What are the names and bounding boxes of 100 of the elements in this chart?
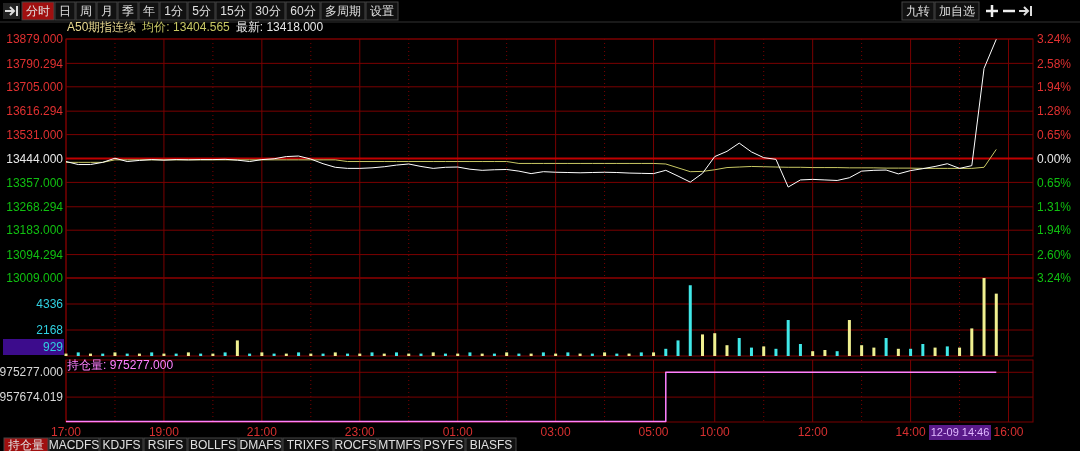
bar: [762, 346, 766, 356]
bar: [945, 346, 949, 356]
text: 15分: [220, 4, 246, 19]
bar: [872, 347, 876, 356]
text: RSIFS: [147, 438, 184, 451]
bar: [970, 328, 974, 356]
y2-tick-label: 1.28%: [1037, 104, 1072, 119]
text: 多周期: [325, 4, 361, 19]
bar: [652, 352, 656, 356]
bar: [664, 348, 668, 356]
text: 最新: 13418.000: [235, 20, 324, 34]
y2-tick-label: 1.94%: [1037, 80, 1072, 95]
y-tick-label: 975277.000: [0, 365, 64, 380]
text: PSYFS: [423, 438, 464, 451]
bar: [688, 285, 692, 356]
annotation: 持仓量: 975277.000: [67, 358, 174, 372]
bar: [639, 352, 643, 356]
y-tick-label: 13790.294: [6, 56, 64, 71]
bar: [150, 352, 154, 356]
y2-tick-label: 0.65%: [1037, 127, 1072, 142]
text: 日: [59, 4, 71, 19]
bar: [260, 352, 264, 356]
bar: [468, 352, 472, 356]
y2-tick-label: 1.31%: [1037, 200, 1072, 215]
x-tick-label: 12:00: [797, 425, 829, 439]
y-tick-label: 13616.294: [6, 104, 64, 119]
bar: [786, 320, 790, 356]
y-tick-label: 13094.294: [6, 247, 64, 262]
x-tick-label: 19:00: [148, 425, 180, 439]
bar: [982, 278, 986, 356]
bar: [884, 338, 888, 356]
text: 均价: 13404.565: [141, 20, 231, 34]
text: DMAFS: [239, 438, 282, 451]
text: MTMFS: [378, 438, 421, 451]
text: 设置: [370, 4, 394, 19]
bar: [725, 345, 729, 356]
y-tick-label: 13357.000: [6, 175, 64, 190]
x-tick-label: 10:00: [699, 425, 731, 439]
text: 1分: [164, 4, 183, 19]
bar: [774, 348, 778, 356]
y2-tick-label: 2.58%: [1037, 56, 1072, 71]
bar: [737, 338, 741, 356]
y2-tick-label: 1.94%: [1037, 223, 1072, 238]
text: A50期指连续: [67, 20, 137, 34]
bar: [933, 347, 937, 356]
text: KDJFS: [102, 438, 141, 451]
x-tick-label: 17:00: [50, 425, 82, 439]
bar: [847, 320, 851, 356]
line-series: [65, 148, 997, 173]
bar: [235, 340, 239, 356]
x-tick-label: 23:00: [344, 425, 376, 439]
y-tick-label: 13183.000: [6, 223, 64, 238]
text: BIASFS: [469, 438, 513, 451]
bar: [823, 350, 827, 356]
x-tick-label: 01:00: [442, 425, 474, 439]
bar: [76, 352, 80, 356]
bar: [860, 345, 864, 356]
bar: [297, 352, 301, 356]
text: 60分: [290, 4, 316, 19]
bar: [394, 352, 398, 356]
bar: [541, 352, 545, 356]
bar: [958, 347, 962, 356]
x-tick-label: 03:00: [540, 425, 571, 439]
bar: [370, 352, 374, 356]
text: 周: [80, 4, 92, 19]
y-tick-label: 13879.000: [6, 32, 64, 47]
x-tick-label: 21:00: [246, 425, 278, 439]
bar: [749, 347, 753, 356]
bar: [566, 352, 570, 356]
y-tick-label: 13531.000: [6, 127, 64, 142]
y-tick-label: 13444.000: [6, 151, 64, 166]
text: 季: [122, 4, 134, 19]
text: 持仓量: [8, 438, 44, 451]
y2-tick-label: 2.60%: [1037, 247, 1072, 262]
bar: [811, 351, 815, 356]
bar: [896, 348, 900, 356]
bar: [921, 344, 925, 356]
text: 分时: [26, 4, 50, 19]
text: 月: [101, 4, 113, 19]
y-tick-label: 957674.019: [0, 390, 64, 405]
text: 12-09 14:46: [930, 426, 990, 438]
text: ROCFS: [334, 438, 377, 451]
text: TRIXFS: [286, 438, 330, 451]
bar: [603, 352, 607, 356]
text: 年: [143, 4, 155, 19]
y2-tick-label: 0.00%: [1037, 151, 1072, 166]
text: 30分: [255, 4, 281, 19]
bar: [676, 340, 680, 356]
line-series: [65, 38, 997, 188]
bar: [505, 352, 509, 356]
y-tick-label: 13009.000: [6, 271, 64, 286]
bar: [909, 348, 913, 356]
y2-tick-label: 3.24%: [1037, 32, 1072, 47]
bar: [701, 334, 705, 356]
bar: [798, 344, 802, 356]
y-tick-label: 2168: [36, 323, 64, 338]
bar: [223, 352, 227, 356]
y2-tick-label: 0.65%: [1037, 175, 1072, 190]
x-tick-label: 16:00: [993, 425, 1024, 439]
y-tick-label: 13705.000: [6, 80, 64, 94]
